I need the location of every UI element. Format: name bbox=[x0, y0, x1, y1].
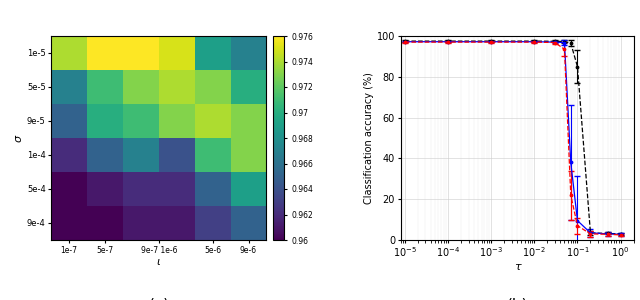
X-axis label: ι: ι bbox=[157, 257, 161, 267]
Text: (a): (a) bbox=[148, 297, 170, 300]
X-axis label: τ: τ bbox=[514, 262, 520, 272]
Y-axis label: σ: σ bbox=[14, 134, 24, 142]
Y-axis label: Classification accuracy (%): Classification accuracy (%) bbox=[364, 72, 374, 204]
Text: (b): (b) bbox=[506, 297, 528, 300]
